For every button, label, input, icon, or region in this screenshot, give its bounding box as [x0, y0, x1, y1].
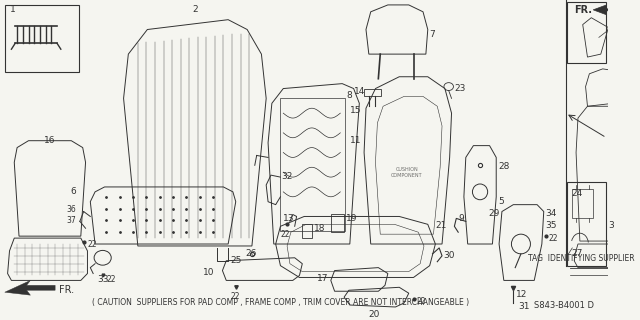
Text: 22: 22: [417, 297, 426, 306]
Text: FR.: FR.: [574, 5, 592, 15]
Text: 5: 5: [498, 197, 504, 206]
Bar: [302, 224, 312, 238]
Text: TAG  IDENTIFYING SUPPLIER: TAG IDENTIFYING SUPPLIER: [529, 254, 635, 263]
Text: 7: 7: [429, 29, 435, 38]
Text: 22: 22: [230, 292, 239, 301]
Text: 20: 20: [368, 310, 380, 319]
Text: 3: 3: [609, 221, 614, 230]
Text: 22: 22: [88, 240, 97, 249]
Text: 29: 29: [489, 209, 500, 218]
Text: 15: 15: [349, 106, 361, 115]
Text: 10: 10: [204, 268, 215, 276]
Text: 37: 37: [67, 216, 76, 226]
Text: 34: 34: [546, 209, 557, 218]
Text: 32: 32: [282, 172, 292, 181]
Text: 1: 1: [10, 5, 15, 14]
Polygon shape: [4, 280, 55, 295]
Text: 22: 22: [106, 276, 116, 284]
Text: 9: 9: [458, 214, 464, 223]
Polygon shape: [593, 5, 611, 15]
Text: 31: 31: [518, 302, 529, 311]
Text: 8: 8: [346, 91, 352, 100]
Text: 27: 27: [572, 249, 582, 258]
Text: 18: 18: [314, 224, 325, 233]
Text: 22: 22: [548, 234, 558, 243]
Bar: [280, 98, 345, 231]
Text: 14: 14: [354, 87, 365, 96]
Text: ( CAUTION  SUPPLIERS FOR PAD COMP , FRAME COMP , TRIM COVER ARE NOT INTERCHANGEA: ( CAUTION SUPPLIERS FOR PAD COMP , FRAME…: [92, 298, 469, 307]
Text: 21: 21: [435, 221, 447, 230]
Text: 6: 6: [70, 187, 76, 196]
Text: 16: 16: [44, 136, 55, 145]
Text: 35: 35: [546, 221, 557, 230]
Bar: [572, 189, 593, 219]
Text: 26: 26: [245, 249, 257, 258]
Text: FR.: FR.: [59, 285, 74, 295]
Bar: [4, 5, 79, 72]
Text: 17: 17: [316, 274, 328, 283]
Text: 28: 28: [498, 162, 509, 171]
Text: 19: 19: [346, 214, 358, 223]
Text: 36: 36: [67, 205, 76, 214]
Bar: [364, 89, 381, 96]
Text: 24: 24: [572, 189, 582, 198]
Text: 11: 11: [349, 136, 361, 145]
Text: 13: 13: [284, 214, 295, 223]
Text: 33: 33: [97, 276, 108, 284]
Text: 12: 12: [516, 290, 527, 299]
Text: S843-B4001 D: S843-B4001 D: [534, 301, 594, 310]
Text: 30: 30: [443, 251, 454, 260]
Text: 2: 2: [192, 5, 198, 14]
Text: CUSHION
COMPONENT: CUSHION COMPONENT: [391, 167, 422, 178]
Bar: [566, 2, 607, 63]
Text: 23: 23: [454, 84, 466, 92]
Text: 25: 25: [230, 256, 241, 265]
Text: 22: 22: [280, 230, 290, 239]
Bar: [331, 214, 344, 232]
Bar: [566, 182, 607, 266]
